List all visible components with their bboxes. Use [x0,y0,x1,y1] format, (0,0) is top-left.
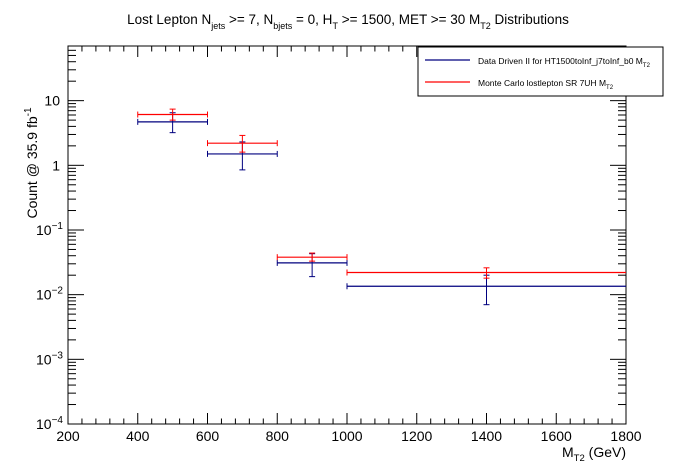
x-tick-label: 1400 [471,428,502,444]
x-tick-label: 1800 [610,428,641,444]
y-tick-label: 10−3 [36,350,63,367]
series-layer [137,108,626,306]
legend-label-data-driven: Data Driven II for HT1500toInf_j7toInf_b… [478,56,651,69]
y-axis-label: Count @ 35.9 fb-1 [23,107,40,219]
legend: Data Driven II for HT1500toInf_j7toInf_b… [417,46,664,97]
y-tick-label: 10−4 [36,415,63,432]
y-tick-label: 10−1 [36,221,63,238]
y-axis-tick-labels: 10 1 10−1 10−2 10−3 10−4 [36,93,63,432]
x-tick-label: 600 [196,428,220,444]
series-data-driven [137,112,626,306]
legend-box [417,46,664,97]
data-point [137,108,208,121]
x-tick-label: 800 [266,428,290,444]
series-monte-carlo [137,108,626,279]
y-axis-ticks [68,45,626,425]
plot-frame [67,45,627,425]
x-axis-label: MT2 (GeV) [562,444,626,464]
x-axis-tick-labels: 200 400 600 800 1000 1200 1400 1600 1800 [56,428,641,444]
y-tick-label: 10 [44,93,60,109]
x-tick-label: 1000 [331,428,362,444]
data-point [346,267,626,279]
x-tick-label: 1600 [541,428,572,444]
y-tick-label: 1 [52,157,60,173]
x-tick-label: 400 [126,428,150,444]
chart-title: Lost Lepton Njets >= 7, Nbjets = 0, HT >… [127,12,569,31]
legend-label-monte-carlo: Monte Carlo lostlepton SR 7UH MT2 [478,78,614,91]
data-point [346,274,626,306]
x-axis-ticks [67,46,627,424]
data-point [276,252,348,262]
data-point [207,134,278,153]
x-tick-label: 200 [56,428,80,444]
x-tick-label: 1200 [401,428,432,444]
y-tick-label: 10−2 [36,286,63,303]
